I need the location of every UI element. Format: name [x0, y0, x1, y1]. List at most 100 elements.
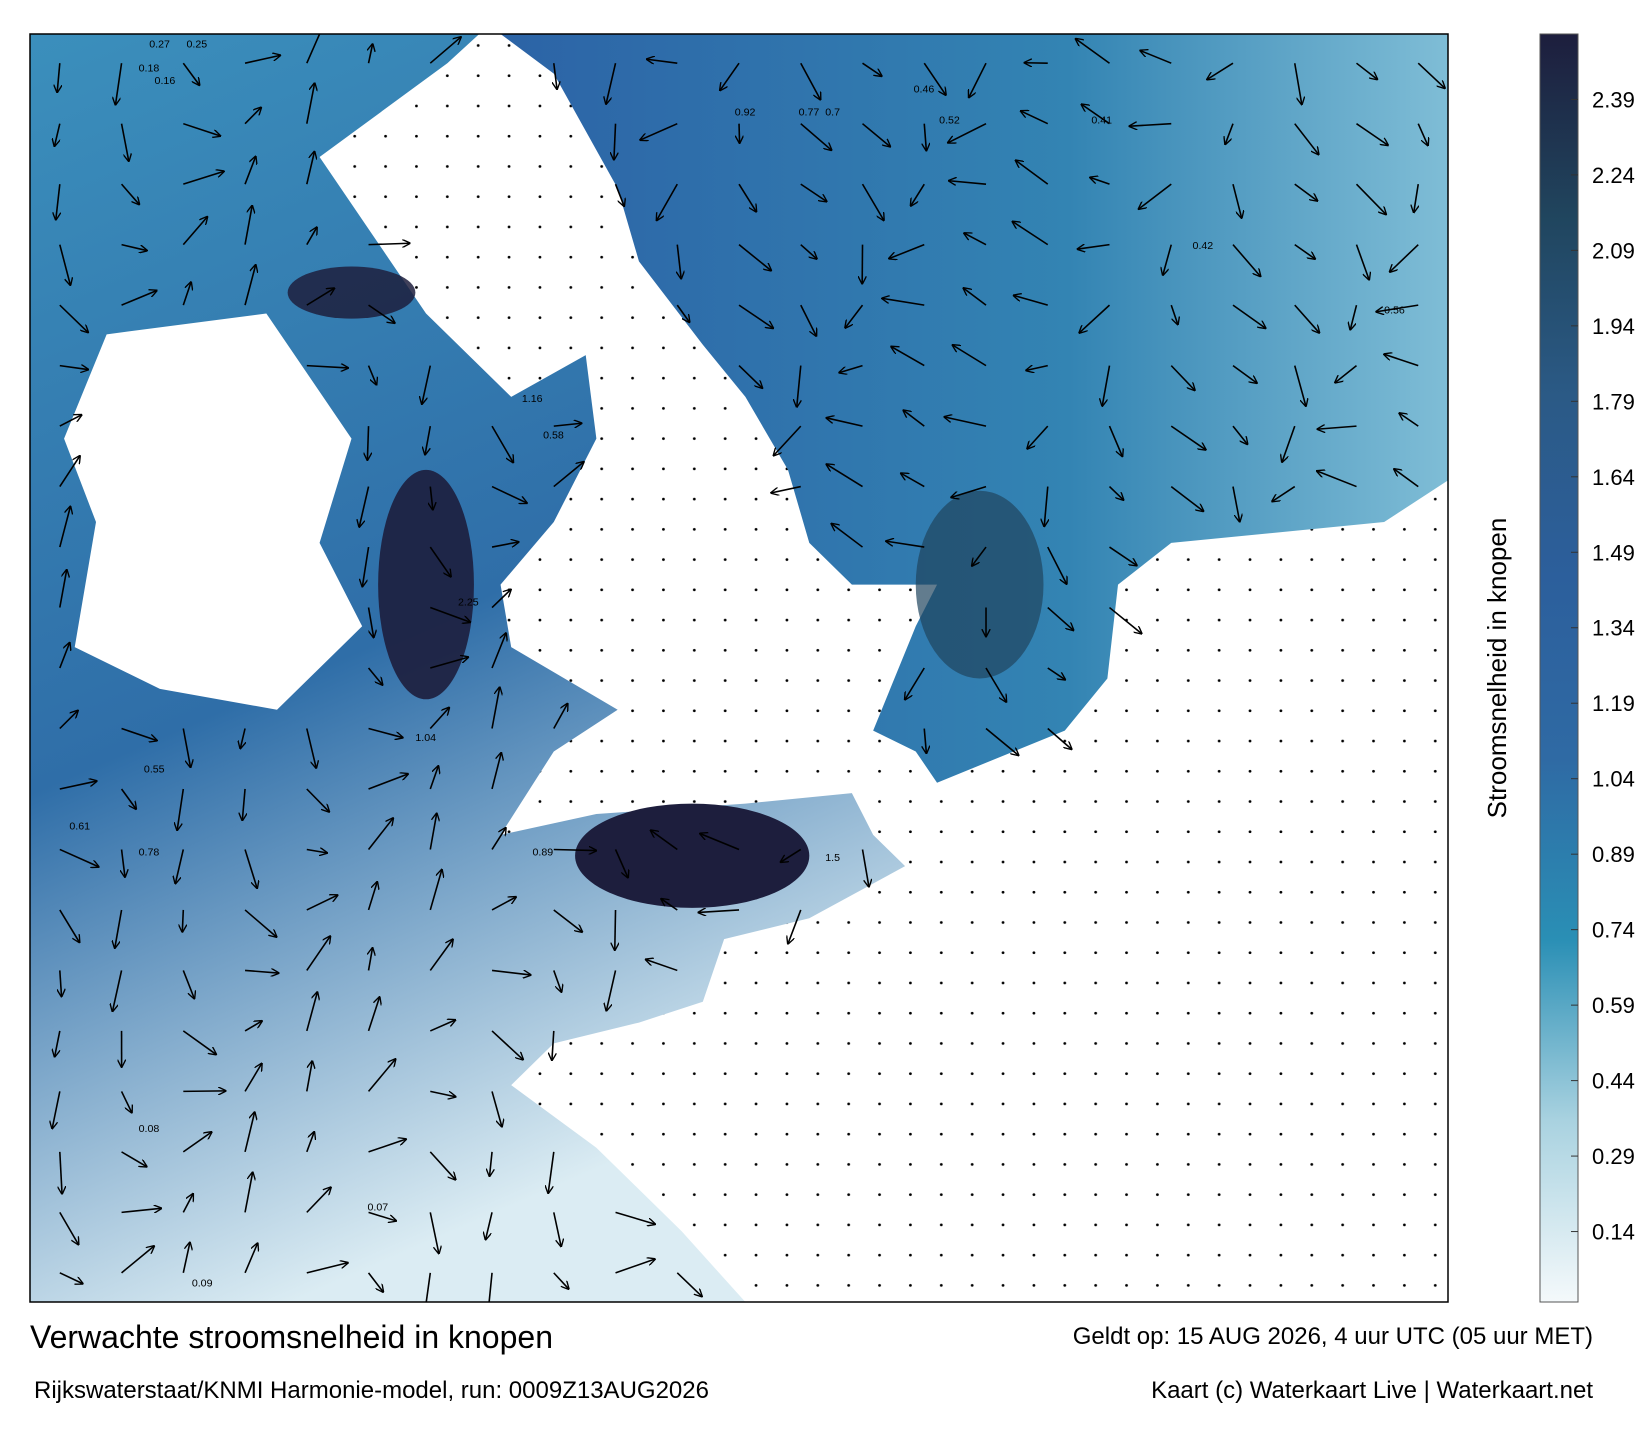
current-arrow: [1014, 295, 1048, 306]
current-arrow: [121, 727, 157, 741]
current-arrow: [306, 227, 317, 246]
current-arrow: [1293, 365, 1306, 406]
current-arrow: [306, 366, 348, 368]
current-arrow: [985, 667, 1006, 702]
current-arrow: [553, 1212, 561, 1246]
current-arrow: [362, 546, 370, 586]
current-arrow: [306, 788, 329, 812]
current-arrow: [429, 1020, 455, 1032]
current-arrow: [800, 304, 816, 336]
current-arrow: [369, 948, 373, 971]
map: 0.27 0.25 0.180.16 0.92 0.77 0.7 0.46 0.52 0.41 1…: [30, 34, 1449, 1303]
current-arrow: [244, 265, 256, 306]
current-arrow: [646, 960, 678, 972]
current-arrow: [367, 667, 383, 685]
current-arrow: [56, 184, 60, 219]
current-arrow: [430, 657, 468, 669]
current-arrow: [368, 243, 410, 244]
value-label: 0.18: [139, 63, 160, 75]
current-arrow: [182, 909, 183, 932]
current-arrow: [606, 970, 617, 1010]
colorbar-tick-label: 1.79: [1592, 389, 1635, 414]
current-arrow: [55, 1030, 61, 1057]
current-arrow: [491, 969, 530, 975]
current-arrow: [1272, 485, 1296, 502]
current-arrow: [1047, 606, 1074, 631]
current-arrow: [368, 1139, 406, 1153]
strong-current: [575, 803, 810, 908]
current-arrow: [368, 304, 395, 323]
current-arrow: [367, 997, 380, 1032]
value-label: 0.46: [914, 83, 935, 95]
value-label: 1.5: [825, 852, 840, 864]
current-arrow: [861, 849, 869, 886]
current-arrow: [60, 1151, 62, 1194]
current-arrow: [59, 366, 88, 370]
value-label: 0.16: [155, 75, 176, 87]
current-arrow: [306, 728, 316, 768]
current-arrow: [1232, 486, 1240, 522]
current-arrow: [614, 849, 628, 877]
current-arrow: [369, 44, 373, 64]
current-arrow: [797, 365, 801, 407]
current-arrow: [1355, 183, 1385, 214]
current-arrow: [553, 423, 582, 426]
current-arrow: [1021, 111, 1049, 125]
current-arrow: [771, 485, 801, 493]
current-arrow: [59, 848, 99, 866]
current-arrow: [1355, 244, 1369, 280]
current-arrow: [491, 633, 506, 669]
current-arrow: [552, 1030, 554, 1060]
current-arrow: [964, 288, 987, 306]
current-arrow: [1232, 244, 1260, 277]
land-area: [64, 313, 363, 710]
value-label: 0.61: [69, 821, 90, 833]
current-arrow: [367, 426, 368, 460]
current-arrow: [306, 288, 334, 306]
current-arrow: [59, 244, 71, 285]
current-arrow: [953, 345, 987, 367]
current-arrow: [1376, 304, 1419, 312]
current-arrow: [59, 909, 80, 942]
current-arrow: [1027, 425, 1049, 449]
current-arrow: [306, 849, 327, 852]
credit: Kaart (c) Waterkaart Live | Waterkaart.n…: [1151, 1377, 1593, 1404]
current-arrow: [951, 485, 987, 498]
current-arrow: [606, 63, 617, 104]
current-arrow: [699, 910, 740, 912]
current-arrow: [945, 417, 987, 427]
value-label: 0.77: [799, 106, 820, 118]
value-label: 0.78: [139, 847, 160, 859]
subtitle: Rijkswaterstaat/KNMI Harmonie-model, run…: [34, 1377, 709, 1404]
current-arrow: [430, 486, 433, 510]
value-label: 2.25: [458, 597, 479, 609]
current-arrow: [1394, 469, 1419, 488]
current-arrow: [553, 462, 584, 488]
current-arrow: [839, 364, 863, 373]
colorbar: [1539, 33, 1579, 1303]
current-arrow: [862, 123, 891, 147]
current-arrow: [949, 181, 987, 184]
current-arrow: [1294, 123, 1319, 155]
current-arrow: [1318, 426, 1357, 429]
current-arrow: [182, 1132, 211, 1153]
current-arrow: [651, 830, 678, 851]
title: Verwachte stroomsnelheid in knopen: [30, 1319, 553, 1355]
current-arrow: [614, 183, 625, 206]
current-arrow: [367, 1059, 396, 1092]
value-label: 0.89: [532, 847, 553, 859]
current-arrow: [121, 1208, 162, 1212]
current-arrow: [242, 788, 245, 820]
current-arrow: [972, 546, 987, 566]
current-arrow: [183, 1091, 225, 1092]
current-arrow: [1170, 425, 1205, 450]
current-arrow: [120, 183, 140, 204]
current-arrow: [862, 62, 882, 76]
current-arrow: [1047, 727, 1072, 750]
current-arrow: [548, 1151, 555, 1193]
current-arrow: [60, 970, 62, 996]
current-arrow: [1399, 413, 1419, 427]
current-arrow: [904, 410, 925, 427]
current-arrow: [1140, 51, 1172, 64]
